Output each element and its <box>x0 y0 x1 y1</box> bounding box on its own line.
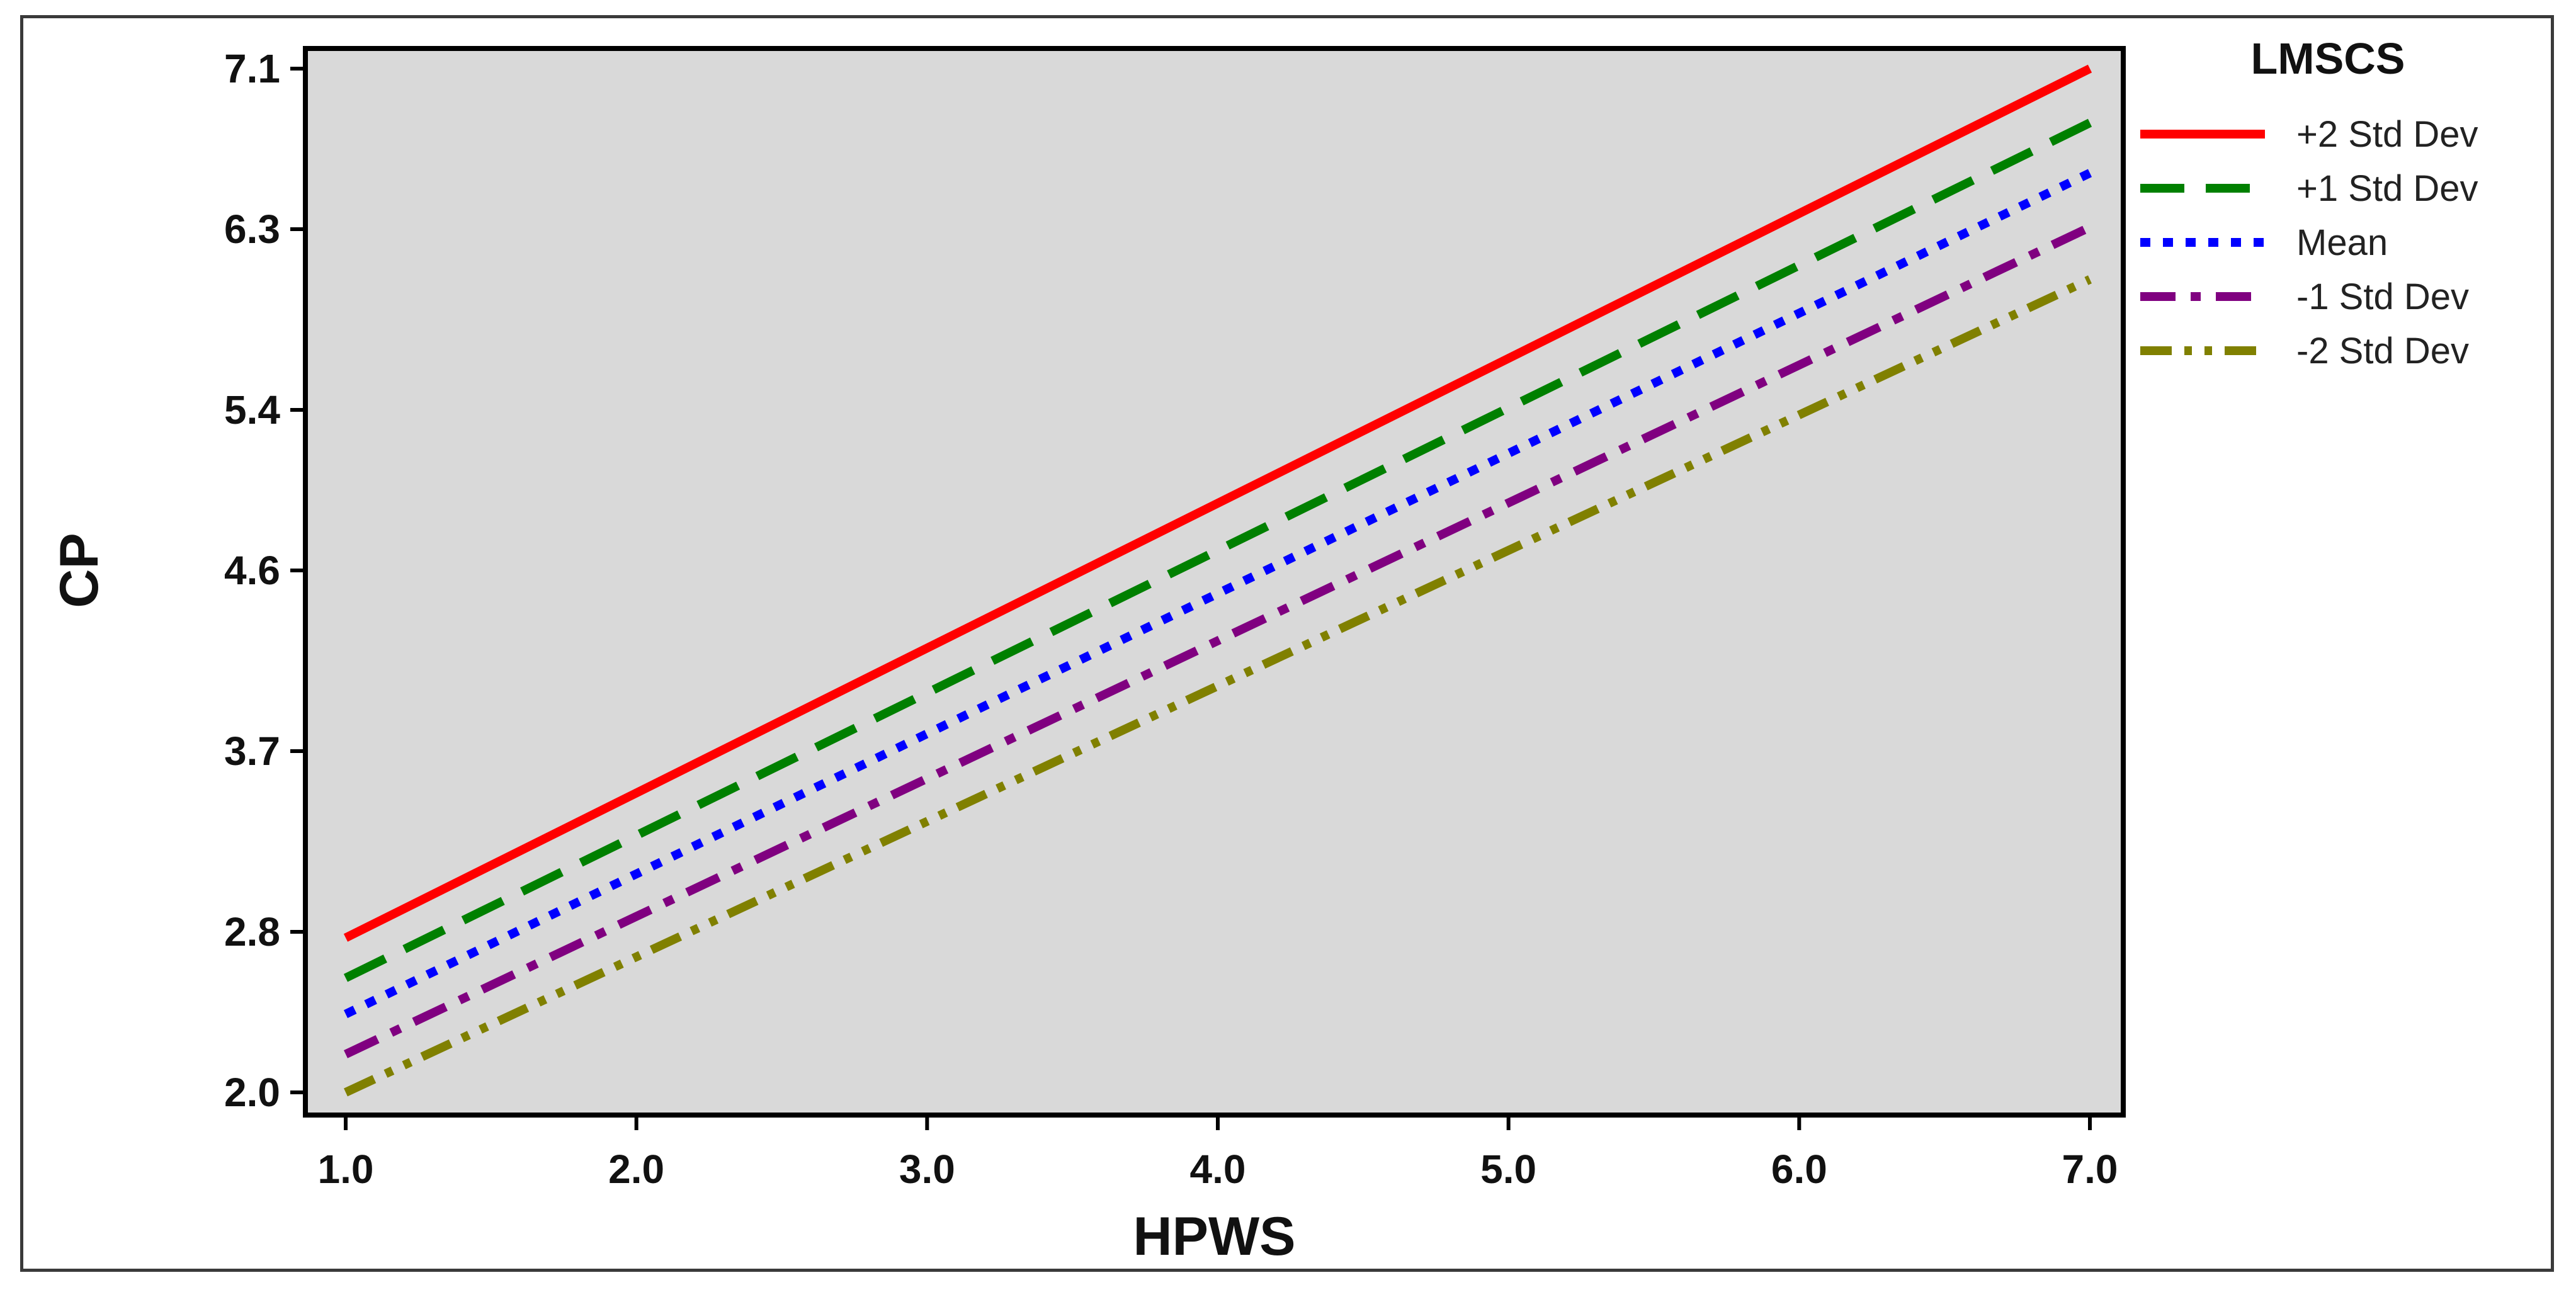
series-line-5 <box>344 275 2092 1097</box>
x-tick-label: 2.0 <box>608 1147 664 1192</box>
line-chart: 1.0 2.0 3.0 4.0 5.0 6.0 7.0 2.0 2.8 3.7 4.6 5.4 6.3… <box>49 34 2478 1267</box>
legend-label: Mean <box>2296 222 2388 263</box>
y-tick-label: 4.6 <box>224 548 280 593</box>
legend-title: LMSCS <box>2251 34 2405 83</box>
legend-label: -1 Std Dev <box>2296 276 2469 317</box>
legend-label: +1 Std Dev <box>2296 168 2478 209</box>
legend: LMSCS +2 Std Dev +1 Std Dev Mean -1 Std Dev… <box>2140 34 2478 371</box>
x-tick-label: 4.0 <box>1190 1147 1246 1192</box>
series-line-4 <box>344 223 2092 1058</box>
plot-area <box>305 48 2123 1115</box>
chart-frame: 1.0 2.0 3.0 4.0 5.0 6.0 7.0 2.0 2.8 3.7 4.6 5.4 6.3… <box>20 15 2554 1272</box>
x-tick-label: 5.0 <box>1480 1147 1536 1192</box>
x-tick-label: 3.0 <box>899 1147 955 1192</box>
y-axis-title: CP <box>49 533 110 608</box>
series-line-1 <box>343 64 2092 942</box>
x-axis-title: HPWS <box>1133 1206 1296 1267</box>
y-tick-label: 3.7 <box>224 728 280 774</box>
y-tick-label: 2.8 <box>224 909 280 954</box>
x-tick-label: 1.0 <box>318 1147 374 1192</box>
x-tick-label: 7.0 <box>2062 1147 2118 1192</box>
x-tick-label: 6.0 <box>1771 1147 1827 1192</box>
y-tick-label: 5.4 <box>224 387 280 433</box>
legend-label: -2 Std Dev <box>2296 331 2469 371</box>
y-tick-label: 7.1 <box>224 46 280 91</box>
plot-border <box>303 46 2126 1118</box>
series-layer <box>343 64 2092 1097</box>
y-axis: 2.0 2.8 3.7 4.6 5.4 6.3 7.1 <box>224 46 305 1115</box>
y-tick-label: 2.0 <box>224 1070 280 1115</box>
y-tick-label: 6.3 <box>224 207 280 252</box>
x-axis: 1.0 2.0 3.0 4.0 5.0 6.0 7.0 <box>318 1115 2118 1192</box>
legend-label: +2 Std Dev <box>2296 114 2478 155</box>
series-line-3 <box>343 169 2092 1018</box>
